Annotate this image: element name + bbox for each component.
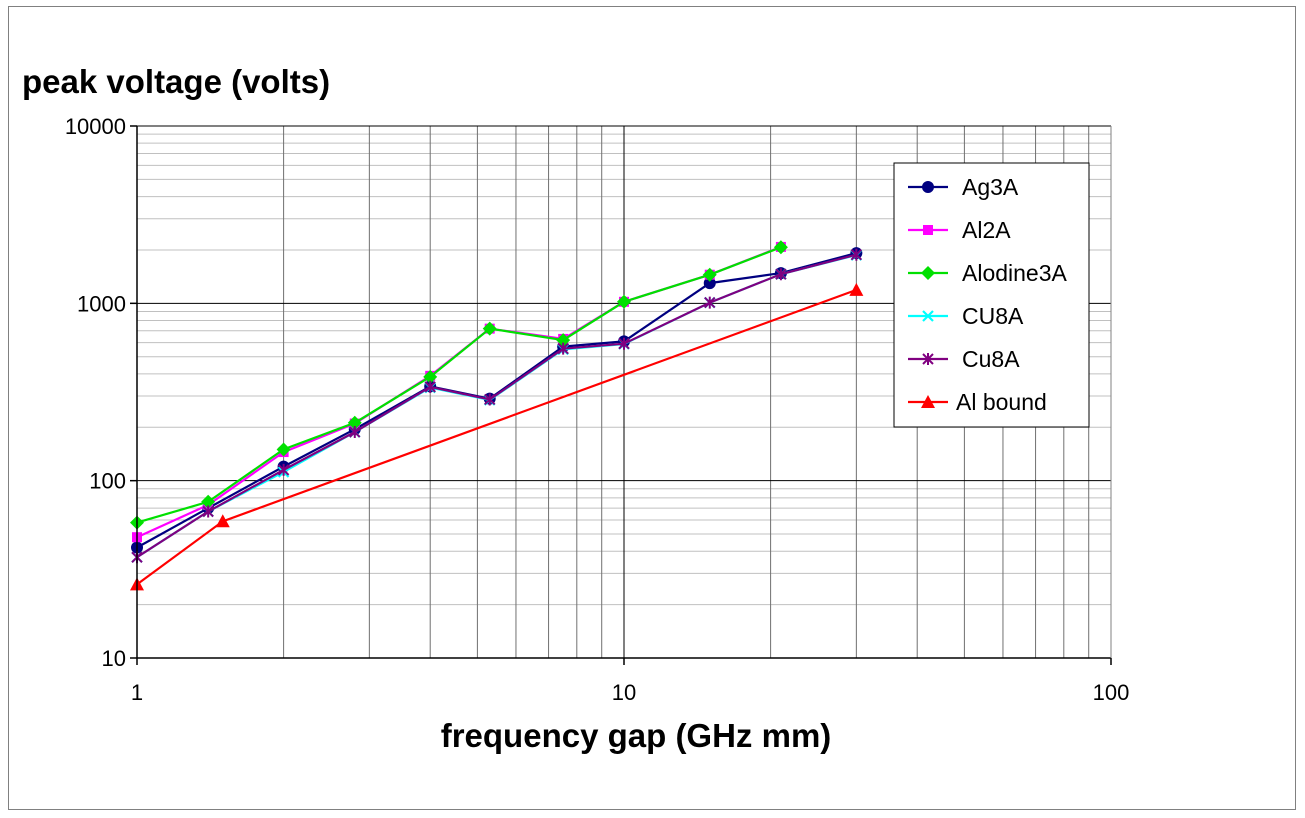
x-tick-label: 100 (1093, 680, 1130, 705)
legend-marker-alodine3a (921, 266, 935, 280)
y-axis-label: peak voltage (volts) (22, 63, 330, 100)
legend-label-cu8a: Cu8A (962, 346, 1020, 372)
y-tick-label: 10000 (65, 114, 126, 139)
data-point-cu8a (424, 380, 436, 393)
legend-label-cu8a: CU8A (962, 303, 1024, 329)
y-tick-label: 10 (102, 646, 126, 671)
legend-marker-cu8a (922, 353, 934, 365)
legend-label-al-bound: Al bound (956, 389, 1047, 415)
data-point-cu8a (484, 393, 496, 406)
y-tick-label: 1000 (77, 291, 126, 316)
data-point-cu8a (850, 248, 863, 261)
data-point-alodine3a (556, 333, 571, 348)
legend-label-al2a: Al2A (962, 217, 1011, 243)
legend-box (893, 162, 1090, 428)
series-line-alodine3a (136, 246, 782, 524)
data-point-alodine3a (702, 267, 717, 282)
data-point-alodine3a (773, 240, 788, 255)
x-tick-label: 1 (131, 680, 143, 705)
series-group (130, 240, 864, 591)
data-point-cu8a (557, 342, 569, 355)
data-point-alodine3a (347, 415, 362, 430)
series-alodine3a (130, 240, 788, 530)
chart-frame (8, 6, 1296, 810)
data-point-alodine3a (482, 321, 497, 336)
data-point-cu8a (277, 463, 290, 476)
data-point-al-bound (215, 514, 230, 528)
data-point-alodine3a (276, 442, 291, 457)
data-point-cu8a (618, 337, 630, 350)
legend-label-ag3a: Ag3A (962, 174, 1019, 200)
legend-marker-cu8a (922, 310, 934, 322)
legend: Ag3A Al2A Alodine3A CU8A Cu8A Al bound (893, 162, 1090, 428)
data-point-cu8a (349, 426, 361, 439)
y-tick-label: 100 (89, 469, 126, 494)
data-point-cu8a (775, 268, 787, 281)
data-point-alodine3a (617, 294, 631, 309)
data-point-al-bound (849, 282, 864, 296)
legend-label-alodine3a: Alodine3A (962, 260, 1068, 286)
legend-marker-ag3a (922, 181, 934, 193)
series-cu8a (131, 248, 863, 564)
data-point-alodine3a (423, 369, 438, 384)
legend-marker-al2a (923, 225, 933, 235)
data-point-cu8a (704, 296, 716, 309)
x-axis-label: frequency gap (GHz mm) (441, 717, 832, 754)
x-tick-label: 10 (612, 680, 636, 705)
data-point-alodine3a (201, 494, 216, 509)
legend-marker-al-bound (921, 395, 935, 408)
data-point-cu8a (202, 505, 214, 518)
